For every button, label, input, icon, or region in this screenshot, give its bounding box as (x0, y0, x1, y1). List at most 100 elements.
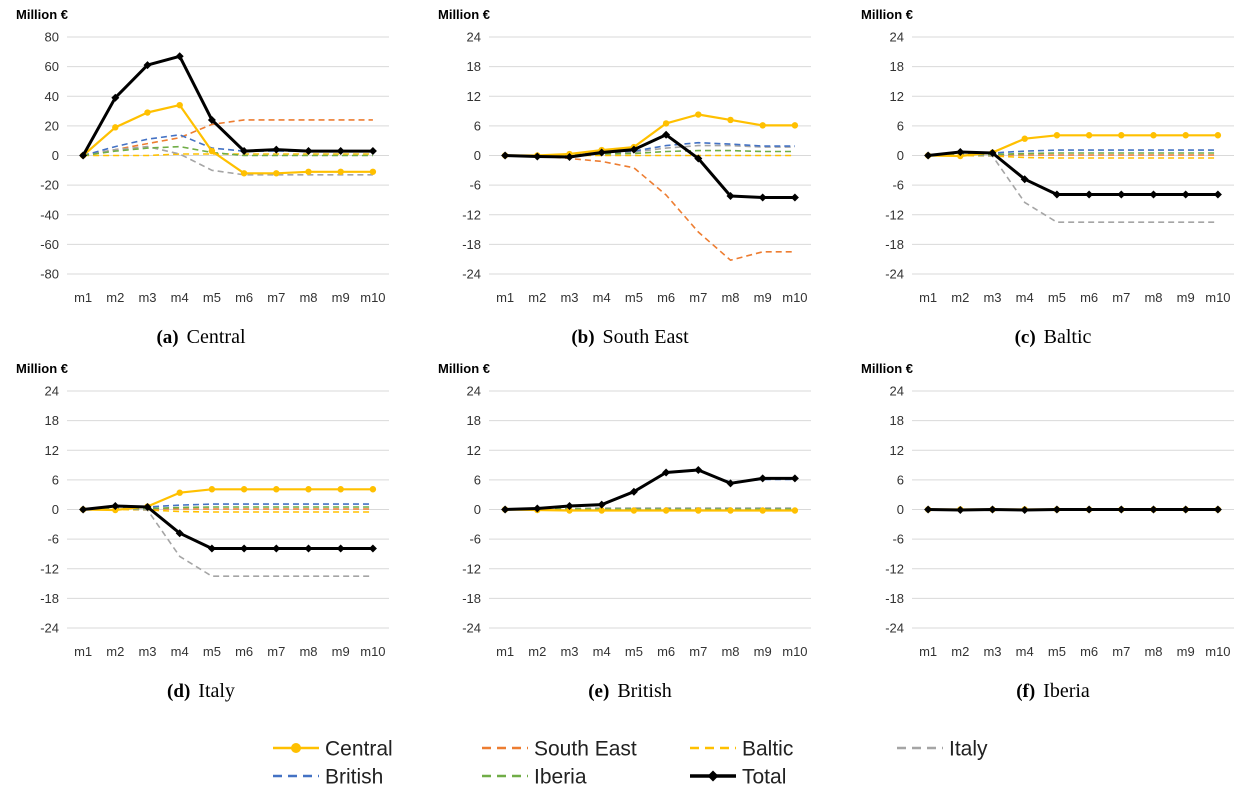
x-tick-label: m1 (496, 290, 514, 305)
series-line-total (82, 504, 373, 550)
legend-item-baltic: Baltic (690, 738, 793, 761)
data-point-total (565, 502, 574, 511)
panel-caption: (f) Iberia (1016, 680, 1090, 702)
x-tick-label: m3 (138, 644, 156, 659)
series-line-total (927, 150, 1218, 196)
data-point-total (336, 147, 345, 156)
series-line-baltic (83, 508, 373, 513)
y-tick-label: 24 (890, 384, 904, 399)
y-tick-label: 20 (45, 118, 59, 133)
x-tick-label: m7 (689, 290, 707, 305)
data-point-total (111, 93, 120, 102)
x-tick-label: m3 (983, 290, 1001, 305)
y-tick-label: 6 (52, 472, 59, 487)
y-tick-label: -12 (40, 561, 59, 576)
data-point-total (924, 505, 933, 514)
series-line-total (505, 468, 795, 511)
series-line-iberia (505, 508, 795, 511)
y-tick-label: 0 (52, 502, 59, 517)
data-point-total (924, 151, 933, 160)
y-tick-label: 6 (897, 472, 904, 487)
legend-label: Iberia (534, 766, 587, 789)
y-axis-label: Million € (861, 7, 913, 22)
y-tick-label: -6 (469, 178, 481, 193)
data-point-central (662, 120, 670, 127)
data-point-central (727, 116, 734, 124)
series-line-total (928, 508, 1218, 512)
data-point-total (1020, 175, 1029, 184)
y-tick-label: -6 (47, 532, 59, 547)
caption-title: Central (187, 326, 246, 348)
legend-item-central: Central (273, 738, 393, 761)
x-tick-label: m7 (267, 644, 285, 659)
data-point-total (726, 191, 735, 200)
x-tick-label: m8 (299, 290, 317, 305)
data-point-central (662, 507, 670, 514)
legend-marker (291, 743, 301, 753)
x-tick-label: m6 (657, 290, 675, 305)
x-tick-label: m3 (138, 290, 156, 305)
x-tick-label: m4 (593, 644, 611, 659)
y-tick-label: 0 (474, 502, 481, 517)
legend-label: British (325, 766, 383, 789)
series-line-iberia (505, 149, 795, 157)
x-tick-label: m9 (1177, 290, 1195, 305)
data-point-central (208, 147, 216, 155)
data-point-total (207, 115, 216, 124)
series-line-british (928, 149, 1218, 157)
y-tick-label: 6 (474, 118, 481, 133)
data-point-total (143, 61, 152, 70)
data-point-central (791, 507, 799, 514)
data-point-total (662, 130, 671, 139)
data-point-total (111, 502, 120, 511)
data-point-central (1085, 132, 1093, 139)
y-tick-label: -24 (885, 621, 904, 636)
data-point-total (240, 544, 249, 553)
x-tick-label: m1 (919, 290, 937, 305)
data-point-central (337, 168, 344, 175)
data-point-total (956, 148, 965, 157)
y-tick-label: 40 (45, 89, 59, 104)
y-axis-label: Million € (438, 361, 490, 376)
panel-british: 24 18 12 6 0 -6 -12 -18 -24 Million € m1 m2 m3 m4 m5 m6… (438, 361, 811, 702)
data-point-total (175, 529, 184, 538)
y-tick-label: 0 (52, 148, 59, 163)
x-tick-label: m10 (360, 644, 385, 659)
legend: Central South East Baltic Italy British Iberi… (273, 738, 988, 789)
data-point-total (988, 149, 997, 158)
data-point-total (629, 145, 638, 154)
data-point-total (1181, 505, 1190, 514)
x-tick-label: m5 (625, 644, 643, 659)
x-tick-label: m9 (1177, 644, 1195, 659)
y-tick-label: 18 (890, 413, 904, 428)
data-point-total (1213, 505, 1222, 514)
x-tick-label: m8 (1144, 644, 1162, 659)
data-point-total (790, 193, 799, 202)
x-tick-label: m8 (721, 644, 739, 659)
x-tick-label: m9 (332, 290, 350, 305)
panel-baltic: 24 18 12 6 0 -6 -12 -18 -24 Million € m1 m2 m3 m4 m5 m6… (861, 7, 1234, 348)
series-line-british (83, 503, 373, 511)
y-tick-label: 24 (467, 384, 481, 399)
x-tick-label: m8 (721, 290, 739, 305)
x-tick-label: m5 (1048, 290, 1066, 305)
data-point-central (240, 170, 248, 177)
caption-letter: (f) (1016, 681, 1035, 702)
legend-item-italy: Italy (897, 738, 988, 761)
data-point-central (240, 486, 248, 493)
x-tick-label: m6 (657, 644, 675, 659)
y-tick-label: -18 (40, 591, 59, 606)
series-line-total (505, 133, 795, 199)
x-tick-label: m4 (171, 290, 189, 305)
x-tick-label: m9 (332, 644, 350, 659)
series-line-south-east (505, 154, 795, 262)
series-line-british (505, 469, 795, 511)
data-point-central (144, 109, 151, 116)
x-tick-label: m7 (1112, 290, 1130, 305)
data-point-total (1052, 505, 1061, 514)
series-line-iberia (82, 145, 373, 157)
x-tick-label: m7 (1112, 644, 1130, 659)
data-point-total (1020, 505, 1029, 514)
x-tick-label: m5 (625, 290, 643, 305)
